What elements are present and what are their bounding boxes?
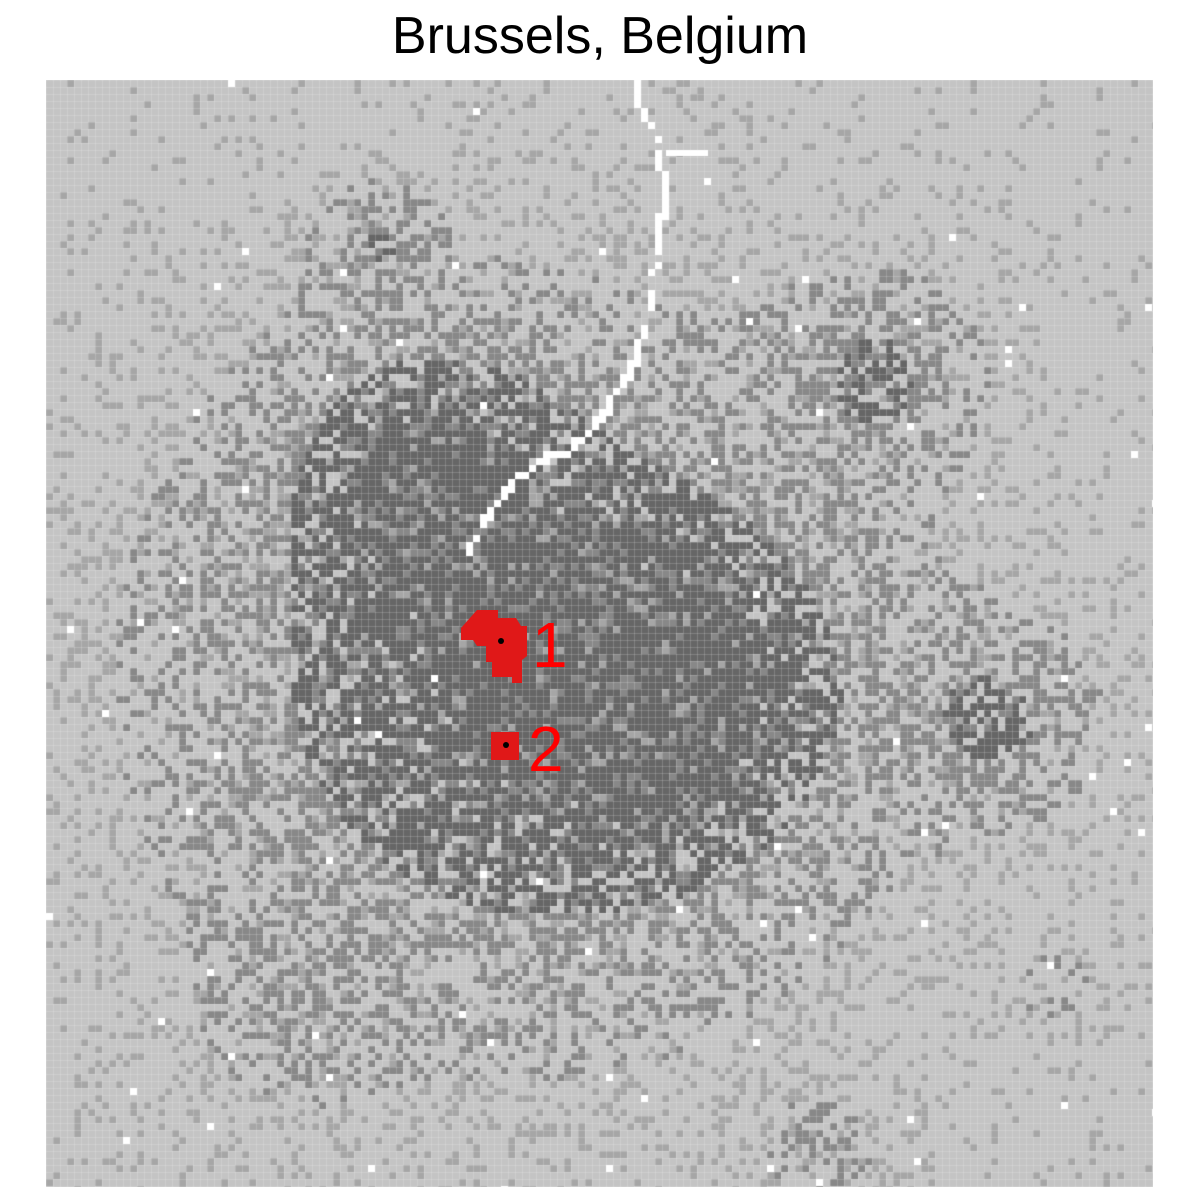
cluster-1-area xyxy=(461,610,527,683)
population-density-map: 1 2 xyxy=(46,80,1153,1187)
cluster-1-center-dot xyxy=(498,638,504,644)
cluster-2 xyxy=(491,732,519,760)
cluster-overlay xyxy=(461,610,527,760)
cluster-1-label: 1 xyxy=(532,609,568,681)
cluster-1 xyxy=(461,610,527,683)
cluster-2-center-dot xyxy=(503,742,509,748)
cluster-2-label: 2 xyxy=(528,713,564,785)
map-title: Brussels, Belgium xyxy=(391,7,809,65)
density-grid xyxy=(46,80,1153,1187)
